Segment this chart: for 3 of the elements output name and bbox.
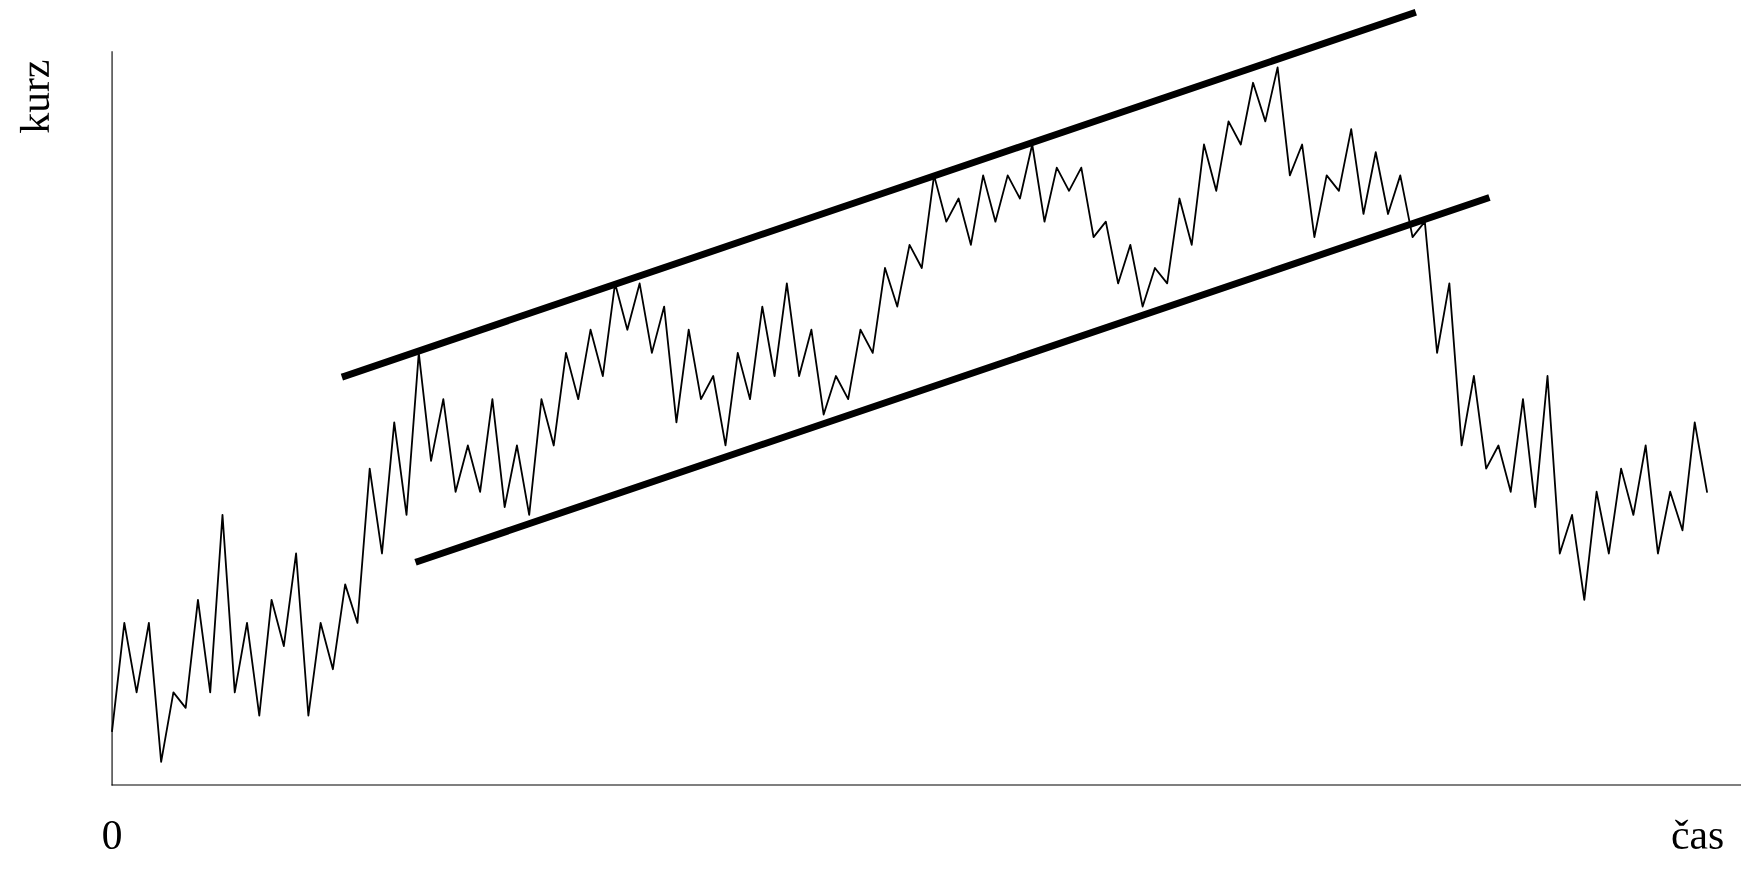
x-axis-title: čas <box>1672 819 1723 850</box>
y-axis-title: kurz <box>19 60 50 133</box>
text: 0 <box>103 820 121 850</box>
